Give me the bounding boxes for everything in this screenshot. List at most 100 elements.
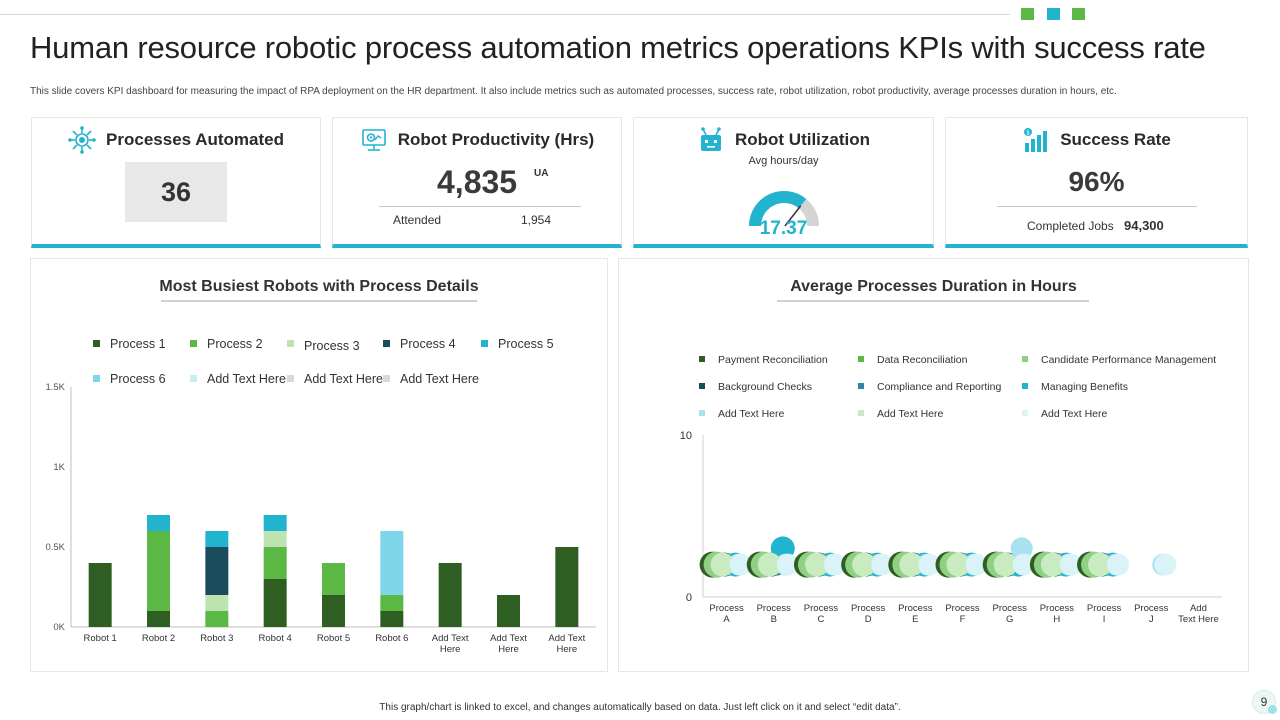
x-tick-label: A <box>723 614 730 625</box>
x-tick-label: Process <box>945 603 980 614</box>
bubble <box>757 552 782 577</box>
title-underline <box>161 300 477 302</box>
monitor-gear-icon <box>361 129 386 151</box>
legend-label: Add Text Here <box>304 372 383 386</box>
card-title: Processes Automated <box>106 130 284 149</box>
bubble <box>710 552 735 577</box>
bubble <box>946 552 971 577</box>
x-tick-label: Robot 6 <box>375 633 408 644</box>
x-tick-label: Process <box>804 603 839 614</box>
legend-swatch <box>858 410 864 416</box>
completed-jobs-value: 94,300 <box>1124 218 1164 233</box>
bubble <box>729 553 752 576</box>
bubble <box>1012 553 1035 576</box>
gauge-needle <box>784 205 802 227</box>
x-tick-label: Add <box>1190 603 1207 614</box>
x-tick-label: Robot 5 <box>317 633 350 644</box>
x-tick-label: Process <box>851 603 886 614</box>
bubble <box>1107 553 1130 576</box>
bar-chart-title: Most Busiest Robots with Process Details <box>159 278 479 295</box>
y-tick-label: 0 <box>686 592 692 604</box>
bar-segment <box>263 547 287 579</box>
legend-label: Add Text Here <box>877 408 944 420</box>
legend-swatch <box>190 375 197 382</box>
bubble <box>804 552 829 577</box>
bubble <box>871 553 894 576</box>
bar-segment <box>380 611 404 627</box>
x-tick-label: I <box>1103 614 1106 625</box>
card-title: Robot Productivity (Hrs) <box>397 130 595 149</box>
x-tick-label: Process <box>757 603 792 614</box>
footer-note: This graph/chart is linked to excel, and… <box>379 702 901 713</box>
busiest-robots-chart[interactable]: Process 1 Process 2 Process 3 Process 4 Proc… <box>31 259 609 673</box>
x-tick-label: Robot 2 <box>142 633 175 644</box>
bubble <box>1010 537 1033 560</box>
legend-swatch <box>1022 383 1028 389</box>
y-tick-label: 10 <box>680 430 692 442</box>
busiest-robots-panel: Most Busiest Robots with Process Details… <box>30 258 608 672</box>
bar-segment <box>205 531 229 547</box>
x-tick-label: Robot 3 <box>200 633 233 644</box>
bubble <box>1040 552 1065 577</box>
bar-segment <box>147 611 170 627</box>
bar-segment <box>88 563 112 627</box>
bubble <box>918 553 941 576</box>
page-subtitle: This slide covers KPI dashboard for meas… <box>30 86 1117 97</box>
attended-value: 1,954 <box>521 213 552 227</box>
legend-label: Compliance and Reporting <box>877 381 1001 393</box>
card-header: Robot Utilization <box>634 122 933 158</box>
legend-swatch <box>699 356 705 362</box>
x-tick-label: D <box>865 614 872 625</box>
bar-segment <box>380 595 404 611</box>
legend-label: Data Reconciliation <box>877 354 968 366</box>
bar-segment <box>322 595 345 627</box>
legend-swatch <box>858 383 864 389</box>
bubble <box>1059 553 1082 576</box>
decor-square-1 <box>1021 8 1034 20</box>
bar-segment <box>205 547 229 595</box>
card-header: $ Success Rate <box>946 122 1247 158</box>
y-tick-label: 1.5K <box>45 382 65 393</box>
kpi-value-box: 36 <box>125 162 227 222</box>
process-duration-panel: Average Processes Duration in Hours Paym… <box>618 258 1249 672</box>
x-tick-label: Here <box>440 644 461 655</box>
x-tick-label: Process <box>1134 603 1169 614</box>
page-title: Human resource robotic process automatio… <box>30 30 1206 65</box>
x-tick-label: F <box>960 614 966 625</box>
divider <box>997 206 1197 207</box>
completed-jobs-label: Completed Jobs <box>1027 219 1114 233</box>
bar-segment <box>438 563 462 627</box>
legend-label: Process 6 <box>110 372 166 386</box>
x-tick-label: Here <box>557 644 578 655</box>
bar-segment <box>263 515 287 531</box>
bar-segment <box>205 611 229 627</box>
x-tick-label: Robot 4 <box>259 633 292 644</box>
legend-label: Add Text Here <box>718 408 785 420</box>
gauge-fill <box>749 191 807 227</box>
legend-swatch <box>1022 410 1028 416</box>
legend-label: Managing Benefits <box>1041 381 1128 393</box>
x-tick-label: E <box>912 614 918 625</box>
bar-segment <box>555 547 579 627</box>
bubble <box>965 553 988 576</box>
legend-label: Candidate Performance Management <box>1041 354 1216 366</box>
legend-swatch <box>858 356 864 362</box>
legend-label: Add Text Here <box>400 372 479 386</box>
bar-growth-icon: $ <box>1024 128 1048 152</box>
svg-text:$: $ <box>1026 130 1030 137</box>
x-tick-label: Add Text <box>432 633 469 644</box>
x-tick-label: Text Here <box>1178 614 1219 625</box>
legend-swatch <box>287 340 294 347</box>
x-tick-label: J <box>1149 614 1154 625</box>
y-tick-label: 1K <box>53 462 65 473</box>
bar-segment <box>263 531 287 547</box>
bubble <box>899 552 924 577</box>
process-duration-chart[interactable]: Payment Reconciliation Data Reconciliatio… <box>619 259 1250 673</box>
x-tick-label: Process <box>1087 603 1122 614</box>
scatter-chart-title: Average Processes Duration in Hours <box>790 278 1077 295</box>
bar-segment <box>380 531 404 595</box>
title-underline <box>777 300 1089 302</box>
utilization-gauge <box>749 191 819 227</box>
gear-network-icon <box>68 126 96 154</box>
x-tick-label: Process <box>1040 603 1075 614</box>
